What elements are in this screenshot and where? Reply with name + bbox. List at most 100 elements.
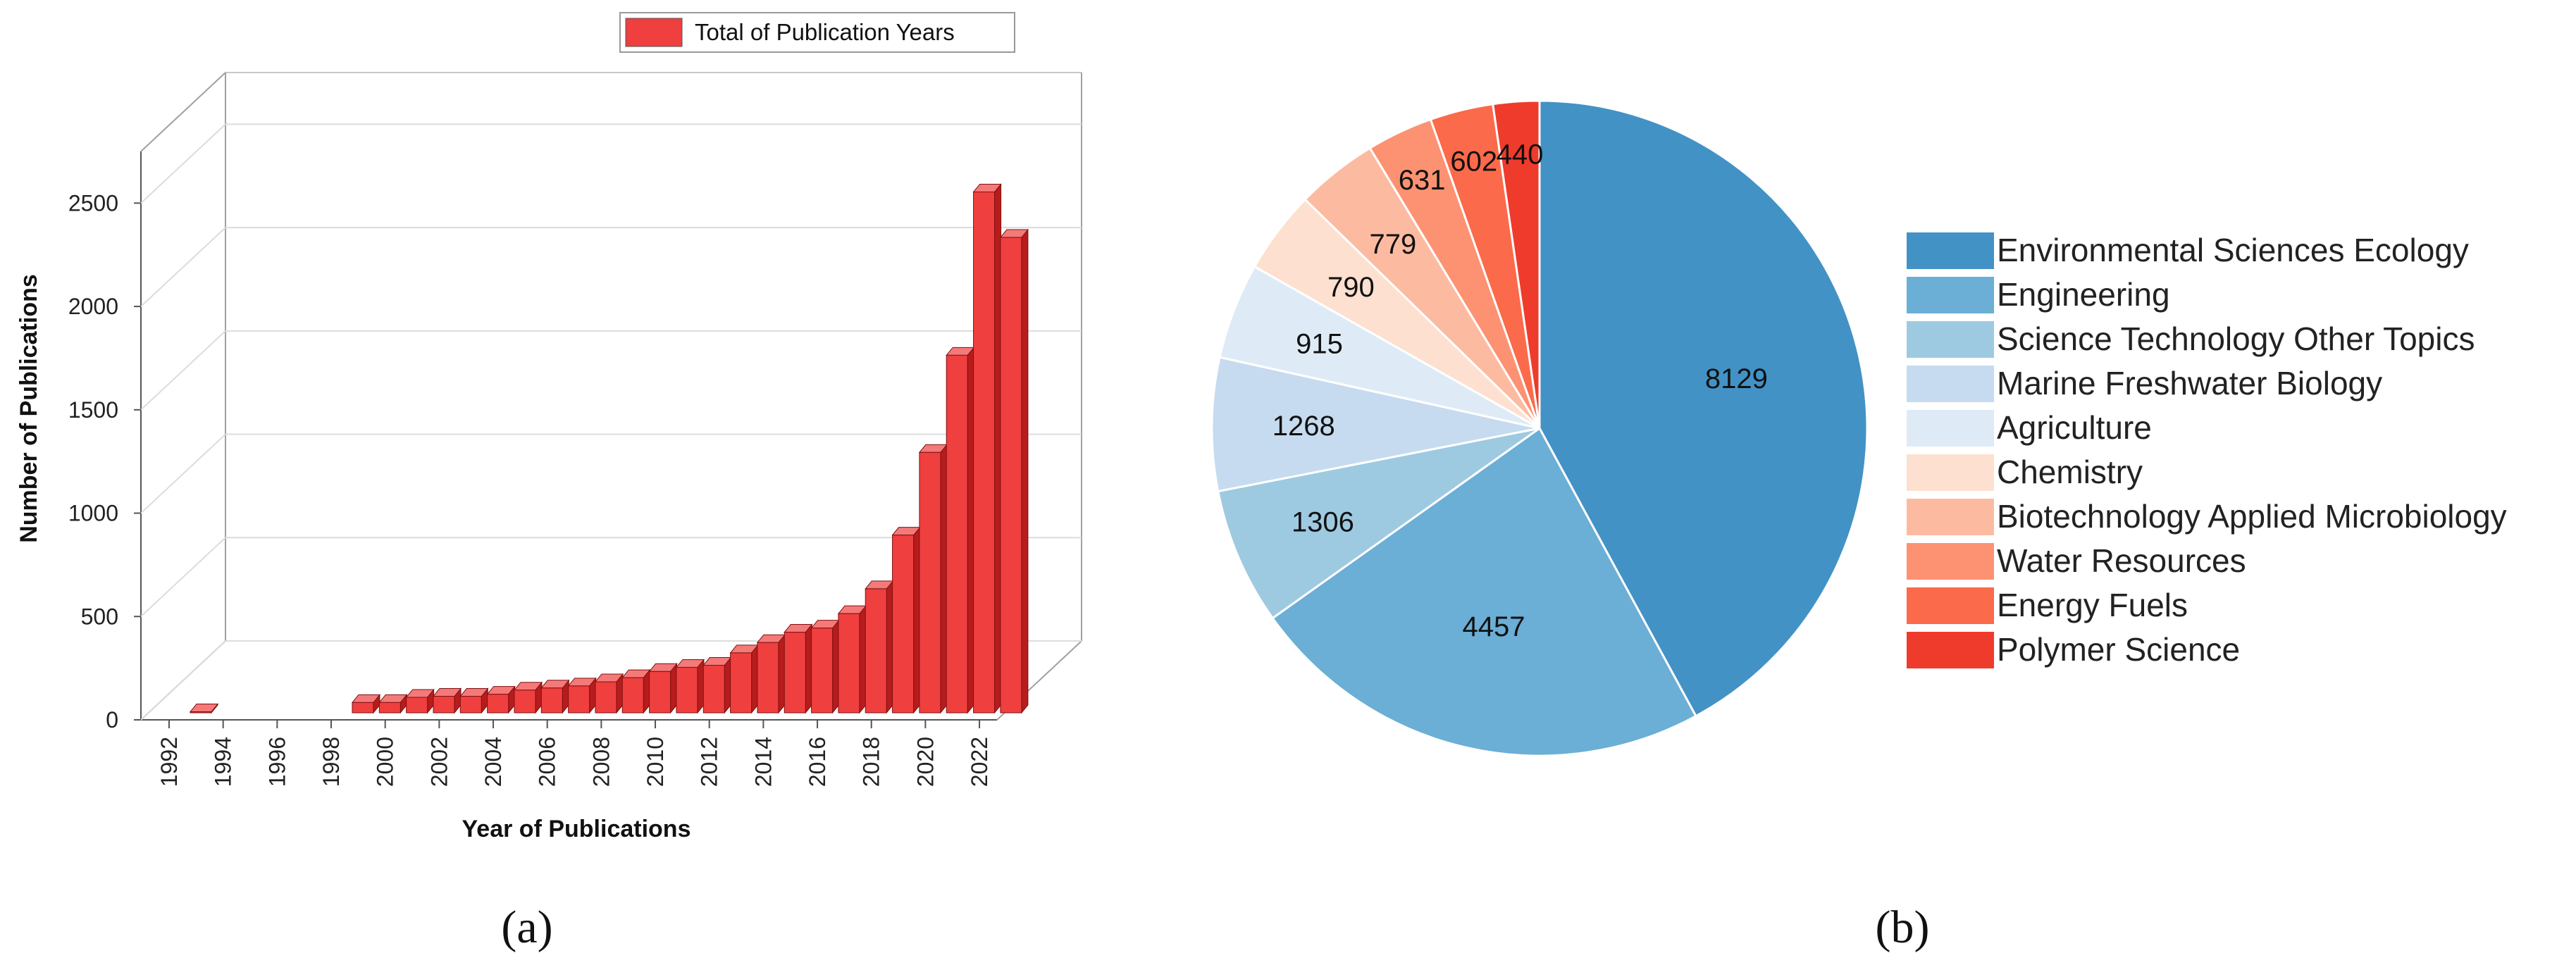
bar-2013 [729,644,759,714]
pie-legend-label: Marine Freshwater Biology [1997,365,2382,401]
bar-front-face [540,687,563,714]
bar-front-face [757,642,779,714]
bar-front-face [352,702,374,714]
pie-chart [1210,99,1869,757]
bar-x-tick-label: 2020 [912,737,938,787]
bar-2016 [810,619,840,714]
pie-legend-swatch [1907,543,1994,580]
bar-x-tick-label: 2014 [750,737,776,787]
bar-2010 [648,662,678,714]
pie-legend-label: Environmental Sciences Ecology [1997,232,2469,268]
bar-x-tick-label: 1992 [156,737,182,787]
bar-series [189,183,1029,714]
bar-2003 [459,687,489,714]
pie-value-label: 440 [1497,139,1544,170]
bar-front-face [838,613,860,714]
bar-front-face [865,588,887,714]
pie-legend-swatch [1907,232,1994,269]
pie-legend-item: Water Resources [1907,542,2246,580]
bar-front-face [459,696,482,714]
pie-value-label: 779 [1369,229,1416,260]
pie-value-label: 602 [1450,147,1497,177]
bar-2011 [675,659,705,714]
bar-y-tick-label: 500 [81,604,118,629]
bar-side-face [913,526,921,714]
bar-front-face [973,191,996,714]
bar-y-tick-label: 0 [106,707,118,733]
bar-2000 [378,693,408,714]
pie-legend-label: Energy Fuels [1997,587,2188,623]
pie-slice-2 [1271,426,1697,757]
bar-legend-label: Total of Publication Years [695,19,955,45]
bar-1993 [189,703,219,714]
bar-x-tick-label: 2012 [697,737,722,787]
bar-2023 [999,228,1029,714]
bar-front-face [892,535,915,714]
pie-legend-item: Biotechnology Applied Microbiology [1907,498,2507,535]
bar-gridline-side [140,330,226,411]
bar-x-axis-title: Year of Publications [462,816,691,842]
pie-value-label: 1268 [1272,411,1335,442]
bar-2019 [891,526,921,714]
bar-side-face [886,580,893,714]
bar-gridline-side [140,433,226,514]
bar-chart-frame [140,72,1082,721]
bar-2009 [621,668,651,714]
pie-legend-label: Chemistry [1997,454,2143,490]
bar-front-face [649,671,671,714]
pie-slice-4 [1210,356,1540,493]
bar-front-face [568,685,590,714]
pie-legend-item: Science Technology Other Topics [1907,320,2475,358]
bar-front-face [730,652,753,714]
bar-y-tick-label: 2000 [68,294,118,319]
bar-side-face [994,183,1002,714]
bar-x-tick-label: 2002 [426,737,452,787]
bar-2012 [702,656,732,714]
panel-label-a: (a) [501,902,552,953]
bar-x-tick-label: 1996 [264,737,290,787]
bar-2014 [756,633,786,714]
bar-y-tick-label: 1500 [68,397,118,423]
pie-value-label: 790 [1327,272,1375,303]
bar-front-face [811,628,834,714]
pie-value-label: 631 [1399,165,1446,196]
bar-side-face [805,623,812,714]
pie-legend-label: Science Technology Other Topics [1997,320,2475,357]
bar-front-face [487,694,509,714]
bar-legend-swatch [625,18,683,47]
bar-2022 [972,183,1002,714]
pie-legend-label: Water Resources [1997,542,2246,579]
bar-y-axis-title: Number of Publications [16,274,42,543]
bar-x-ticks: 1992 1994 1996 1998 2000 2002 2004 2006 2008 2010… [156,720,992,787]
bar-gridline-side [140,640,226,721]
bar-front-face [702,665,725,714]
pie-legend-item: Chemistry [1907,454,2143,491]
pie-legend-label: Agriculture [1997,409,2152,446]
bar-2017 [837,604,867,714]
pie-value-label: 1306 [1292,506,1354,537]
pie-legend-swatch [1907,499,1994,535]
bar-x-tick-label: 2022 [967,737,992,787]
bar-2015 [784,623,813,714]
bar-1999 [351,693,381,714]
bar-front-face [919,451,941,714]
pie-legend-label: Engineering [1997,276,2170,313]
pie-legend-swatch [1907,277,1994,313]
pie-legend-swatch [1907,321,1994,358]
bar-2006 [540,679,570,714]
bar-front-face [784,632,806,714]
pie-legend-swatch [1907,454,1994,491]
pie-value-label: 4457 [1463,611,1525,642]
bar-front-face [378,702,401,714]
bar-y-tick-label: 1000 [68,501,118,526]
bar-gridline-side [140,123,226,204]
bar-side-face [832,619,840,714]
bar-front-face [946,354,968,714]
bar-front-face [514,690,536,714]
pie-legend-item: Marine Freshwater Biology [1907,365,2382,402]
bar-x-tick-label: 2008 [588,737,614,787]
bar-2018 [865,580,894,714]
bar-2002 [432,687,462,714]
pie-legend-swatch [1907,366,1994,402]
